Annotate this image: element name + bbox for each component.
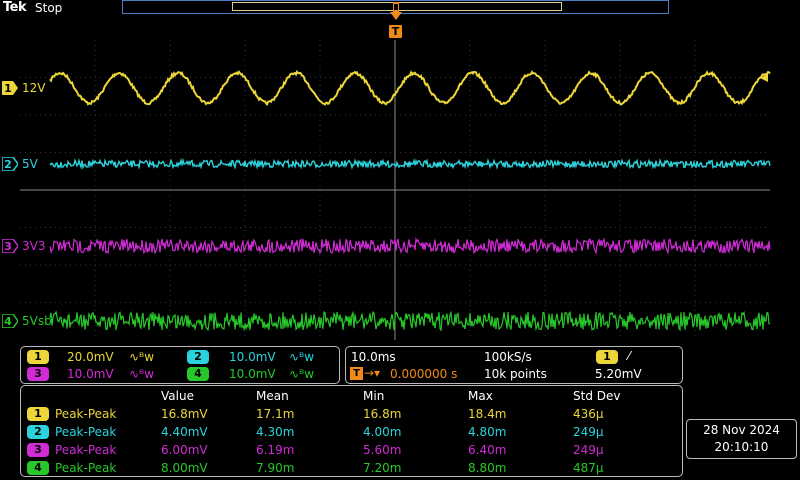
- record-length: 10k points: [484, 367, 547, 381]
- ch4-scale: 10.0mV: [229, 367, 276, 381]
- meas-row-1-max: 18.4m: [468, 407, 507, 421]
- ch1-scale: 20.0mV: [67, 350, 114, 364]
- ch3-label: 3V3: [22, 239, 46, 253]
- meas-row-3-min: 5.60m: [363, 443, 402, 457]
- meas-row-1-name: Peak-Peak: [55, 407, 117, 421]
- meas-row-3-value: 6.00mV: [161, 443, 208, 457]
- meas-row-2-badge[interactable]: 2: [27, 425, 49, 439]
- meas-row-1-min: 16.8m: [363, 407, 402, 421]
- meas-row-3-name: Peak-Peak: [55, 443, 117, 457]
- ch1-ground-marker[interactable]: 1: [2, 81, 18, 95]
- svg-text:4: 4: [4, 315, 12, 328]
- meas-row-1-mean: 17.1m: [256, 407, 295, 421]
- ch4-bandwidth-icon: ∿ᴮw: [289, 367, 315, 381]
- meas-row-3-std: 249μ: [573, 443, 604, 457]
- meas-row-4-max: 8.80m: [468, 461, 507, 475]
- ch1-label: 12V: [22, 81, 46, 95]
- timebase-readout[interactable]: 10.0ms 100kS/s 1 ⁄ T →▾ 0.000000 s 10k p…: [345, 346, 683, 384]
- header-min: Min: [363, 389, 385, 403]
- meas-row-3-badge[interactable]: 3: [27, 443, 49, 457]
- meas-row-4-std: 487μ: [573, 461, 604, 475]
- meas-row-2-name: Peak-Peak: [55, 425, 117, 439]
- trigger-position-icon[interactable]: [389, 0, 403, 24]
- meas-row-1-std: 436μ: [573, 407, 604, 421]
- meas-row-4-name: Peak-Peak: [55, 461, 117, 475]
- meas-row-2-mean: 4.30m: [256, 425, 295, 439]
- ch2-ground-marker[interactable]: 2: [1, 156, 19, 172]
- time-per-div: 10.0ms: [351, 350, 396, 364]
- header-max: Max: [468, 389, 493, 403]
- ch3-badge[interactable]: 3: [27, 367, 49, 381]
- ch3-bandwidth-icon: ∿ᴮw: [129, 367, 155, 381]
- header-std-dev: Std Dev: [573, 389, 621, 403]
- ch2-scale: 10.0mV: [229, 350, 276, 364]
- trigger-level: 5.20mV: [595, 367, 642, 381]
- ch3-ground-marker[interactable]: 3: [1, 238, 19, 254]
- run-state: Stop: [35, 1, 63, 15]
- ch2-badge[interactable]: 2: [187, 350, 209, 364]
- sample-rate: 100kS/s: [484, 350, 532, 364]
- date-time-display: 28 Nov 2024 20:10:10: [686, 419, 797, 459]
- svg-text:1: 1: [4, 82, 12, 95]
- meas-row-1-value: 16.8mV: [161, 407, 208, 421]
- ch4-label: 5Vsb: [22, 314, 52, 328]
- meas-row-4-mean: 7.90m: [256, 461, 295, 475]
- ch1-badge[interactable]: 1: [27, 350, 49, 364]
- ch2-bandwidth-icon: ∿ᴮw: [289, 350, 315, 364]
- trigger-arrow-icon: →▾: [364, 366, 381, 380]
- trigger-marker-icon[interactable]: T: [389, 25, 402, 38]
- ch2-label: 5V: [22, 157, 38, 171]
- channel-readout[interactable]: 1 20.0mV ∿ᴮw 2 10.0mV ∿ᴮw 3 10.0mV ∿ᴮw 4…: [20, 346, 340, 384]
- meas-row-4-badge[interactable]: 4: [27, 461, 49, 475]
- trigger-position-icon-small: T: [350, 367, 363, 380]
- meas-row-3-mean: 6.19m: [256, 443, 295, 457]
- meas-row-2-value: 4.40mV: [161, 425, 208, 439]
- date: 28 Nov 2024: [703, 423, 780, 437]
- ch4-badge[interactable]: 4: [187, 367, 209, 381]
- ch1-bandwidth-icon: ∿ᴮw: [129, 350, 155, 364]
- header-value: Value: [161, 389, 194, 403]
- meas-row-3-max: 6.40m: [468, 443, 507, 457]
- meas-row-2-max: 4.80m: [468, 425, 507, 439]
- meas-row-4-min: 7.20m: [363, 461, 402, 475]
- svg-text:2: 2: [4, 158, 12, 171]
- meas-row-1-badge[interactable]: 1: [27, 407, 49, 421]
- meas-row-2-std: 249μ: [573, 425, 604, 439]
- brand-logo: Tek: [3, 0, 27, 15]
- svg-text:3: 3: [4, 240, 12, 253]
- measurement-table[interactable]: Value Mean Min Max Std Dev 1 Peak-Peak 1…: [20, 385, 683, 477]
- trigger-source-badge[interactable]: 1: [596, 350, 618, 364]
- ch4-ground-marker[interactable]: 4: [1, 313, 19, 329]
- meas-row-2-min: 4.00m: [363, 425, 402, 439]
- meas-row-4-value: 8.00mV: [161, 461, 208, 475]
- trigger-slope-icon: ⁄: [628, 349, 631, 363]
- header-mean: Mean: [256, 389, 289, 403]
- time: 20:10:10: [714, 440, 769, 454]
- ch3-scale: 10.0mV: [67, 367, 114, 381]
- trigger-position: 0.000000 s: [390, 367, 458, 381]
- graticule: [20, 40, 770, 340]
